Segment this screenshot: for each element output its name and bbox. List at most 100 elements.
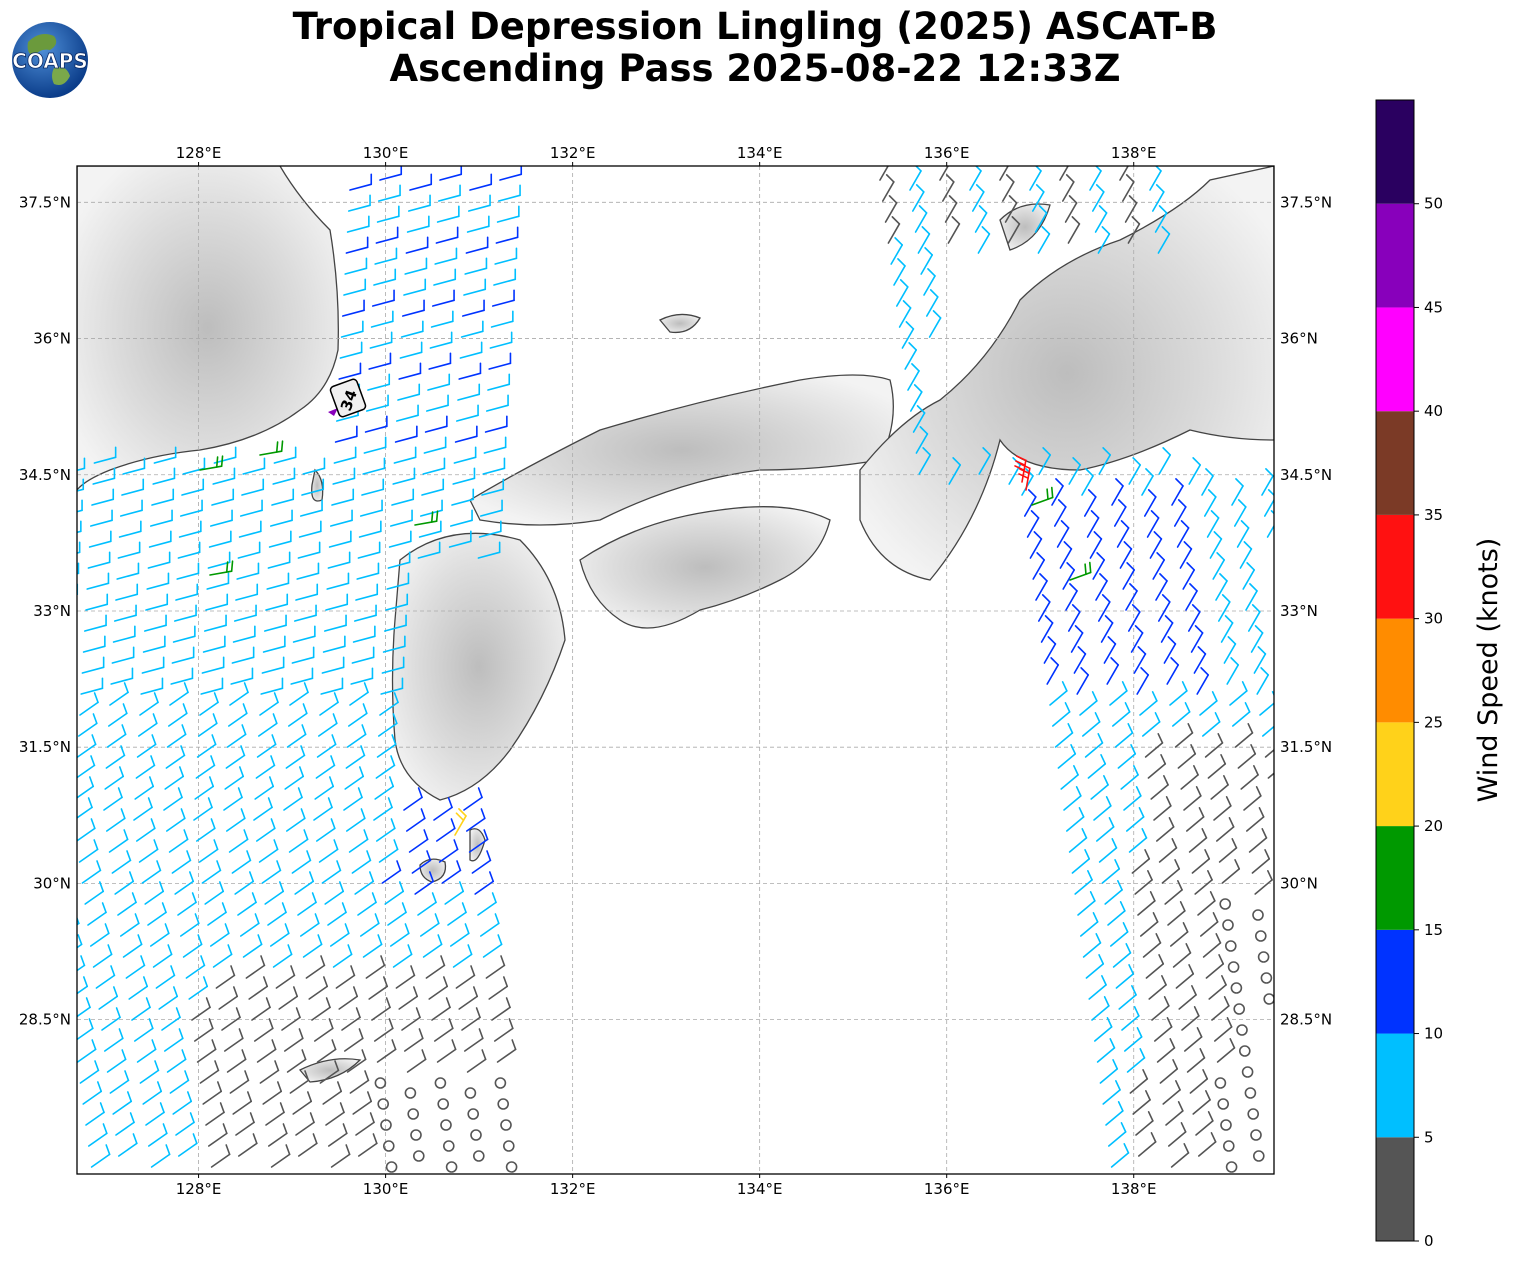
wind-barb <box>1038 447 1051 475</box>
wind-barb <box>1109 680 1128 706</box>
lon-tick-bottom: 134°E <box>737 1180 783 1198</box>
land-kyushu <box>391 532 566 801</box>
wind-barb <box>1219 898 1231 910</box>
wind-barb <box>1088 974 1107 1000</box>
wind-barb <box>904 342 918 370</box>
wind-barb <box>1165 1100 1184 1126</box>
wind-barb <box>253 797 273 821</box>
wind-barb <box>373 797 393 821</box>
wind-barb <box>118 520 142 538</box>
wind-barb <box>1174 499 1187 527</box>
wind-barb <box>77 478 85 492</box>
wind-barb <box>268 530 292 548</box>
colorbar-bin <box>1376 1033 1414 1138</box>
wind-barb <box>147 902 167 926</box>
wind-barb <box>363 436 387 454</box>
wind-barb <box>1040 615 1054 643</box>
wind-barb <box>1250 625 1264 653</box>
wind-barb <box>1079 690 1098 716</box>
wind-barb <box>108 829 129 853</box>
wind-barb <box>1112 942 1132 968</box>
wind-barb <box>1001 174 1015 202</box>
wind-barb <box>218 986 239 1010</box>
wind-barb <box>482 934 503 958</box>
wind-barb <box>1190 625 1204 653</box>
wind-barb <box>1175 963 1195 989</box>
wind-barb <box>1133 646 1147 674</box>
wind-barb <box>287 703 308 727</box>
wind-barb <box>435 226 459 244</box>
wind-barb <box>182 934 203 958</box>
wind-barb <box>489 331 513 349</box>
wind-barb <box>1232 701 1251 727</box>
wind-barb <box>317 713 338 737</box>
wind-barb <box>141 656 165 674</box>
wind-barb <box>1150 774 1169 800</box>
wind-barb <box>178 520 202 538</box>
wind-barb <box>315 755 336 779</box>
wind-barb <box>1089 166 1102 191</box>
wind-barb <box>174 871 195 895</box>
wind-barb <box>285 745 306 769</box>
land-korea <box>77 166 339 492</box>
wind-barb <box>381 656 405 674</box>
wind-barb <box>322 635 346 653</box>
wind-barb <box>1123 785 1142 811</box>
wind-barb <box>365 955 386 979</box>
lat-tick-right: 37.5°N <box>1280 193 1332 211</box>
wind-barb <box>1063 785 1082 811</box>
wind-barb <box>165 745 186 769</box>
wind-barb <box>77 499 83 513</box>
wind-barb <box>211 488 235 506</box>
wind-barb <box>1096 816 1115 842</box>
wind-barb <box>341 299 365 317</box>
wind-barb <box>393 446 417 464</box>
wind-barb <box>909 166 922 191</box>
wind-barb <box>150 509 173 527</box>
wind-barb <box>1114 722 1134 748</box>
wind-barb <box>427 373 451 391</box>
wind-barb <box>176 562 200 580</box>
wind-barb <box>128 976 149 1000</box>
wind-barb <box>231 646 255 664</box>
wind-barb <box>116 562 140 580</box>
wind-barb <box>1188 827 1208 853</box>
wind-barb <box>88 1123 108 1147</box>
wind-barb <box>77 1039 97 1063</box>
wind-barb <box>914 205 928 233</box>
wind-barb <box>92 467 116 485</box>
wind-barb <box>357 1133 378 1157</box>
wind-barb <box>441 860 462 884</box>
lon-tick-bottom: 138°E <box>1111 1180 1157 1198</box>
wind-barb <box>299 499 323 517</box>
wind-barb <box>461 1007 481 1031</box>
wind-barb <box>386 572 410 590</box>
wind-barb <box>295 1112 315 1136</box>
lon-tick-top: 134°E <box>737 144 783 162</box>
map-frame <box>76 165 1275 1175</box>
wind-barb <box>1204 489 1217 517</box>
wind-barb <box>1214 1016 1233 1042</box>
wind-barb <box>1099 1058 1119 1084</box>
wind-barb <box>351 850 372 874</box>
wind-barb <box>343 1028 364 1052</box>
wind-barb <box>1170 1142 1190 1168</box>
wind-barb <box>1254 869 1273 895</box>
wind-barb <box>1111 478 1124 506</box>
wind-barb <box>1233 1003 1245 1015</box>
wind-barb <box>208 1123 228 1147</box>
wind-barb <box>321 860 342 884</box>
wind-barb <box>978 447 992 475</box>
wind-barb <box>346 1049 367 1073</box>
wind-barb <box>79 1060 100 1084</box>
wind-barb <box>1246 806 1265 832</box>
wind-barb <box>1210 774 1229 800</box>
wind-barb <box>262 635 286 653</box>
wind-barb <box>77 916 80 926</box>
lat-tick-left: 36°N <box>33 330 71 348</box>
wind-barb <box>204 881 225 905</box>
wind-barb <box>1084 732 1104 758</box>
wind-barb <box>465 236 489 254</box>
wind-barb <box>379 166 403 181</box>
wind-barb <box>923 268 936 296</box>
